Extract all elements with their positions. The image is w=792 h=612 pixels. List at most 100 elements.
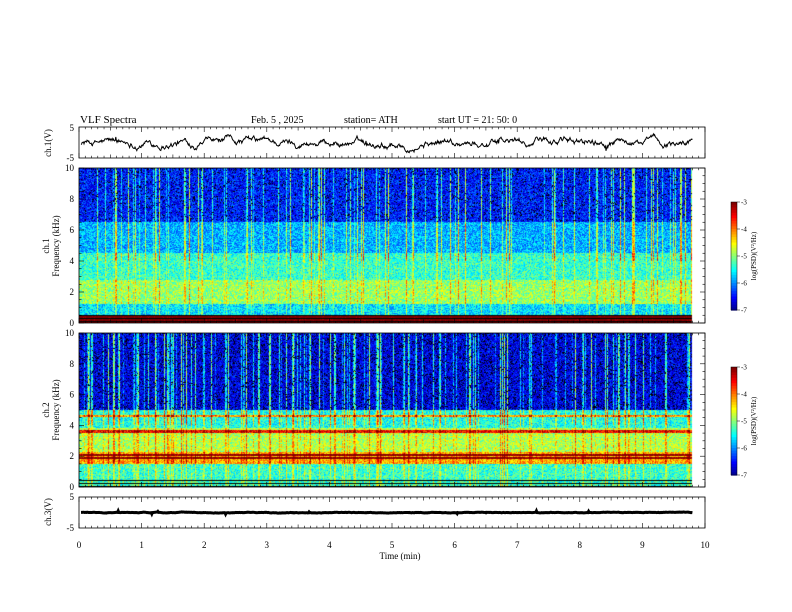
time-axis-ticklabels: 0 1 2 3 4 5 6 7 8 9 10	[77, 540, 710, 550]
colorbar-step	[731, 404, 737, 409]
ch3-waveform-ylabel: ch.3(V)	[43, 498, 53, 526]
colorbar-step	[731, 215, 737, 219]
colorbar-step	[731, 269, 737, 273]
colorbar-step	[731, 372, 737, 376]
freq-tick-label: 10	[65, 163, 75, 173]
colorbar-step	[731, 399, 737, 403]
freq-tick-label: 2	[70, 287, 75, 297]
colorbar-step	[731, 212, 737, 217]
freq-tick-label: 4	[70, 420, 75, 430]
colorbar-step	[731, 242, 737, 246]
colorbar-tick-label: -6	[741, 280, 747, 288]
colorbar-step	[731, 258, 737, 262]
figure-title: VLF Spectra	[80, 114, 137, 126]
ch1-waveform-ylabel: ch.1(V)	[43, 129, 53, 157]
colorbar-step	[731, 253, 737, 257]
ch3-ytick-bottom: -5	[67, 523, 75, 533]
colorbar-step	[731, 250, 737, 254]
freq-tick-label: 10	[65, 328, 75, 338]
ch1-spectrogram-ylabel-frequency: Frequency (kHz)	[51, 215, 61, 276]
colorbar-tick-label: -7	[741, 472, 747, 480]
colorbar-step	[731, 375, 737, 379]
colorbar-step	[731, 429, 737, 433]
colorbar-step	[731, 283, 737, 287]
colorbar-step	[731, 285, 737, 289]
colorbar-step	[731, 421, 737, 425]
colorbar-step	[731, 367, 737, 371]
freq-tick-label: 0	[70, 482, 75, 492]
colorbar-step	[731, 458, 737, 463]
colorbar-step	[731, 461, 737, 465]
colorbar-step	[731, 418, 737, 422]
ch1-ytick-bottom: -5	[67, 153, 75, 163]
colorbar-step	[731, 291, 737, 295]
colorbar-step	[731, 369, 737, 373]
colorbar-step	[731, 415, 737, 419]
station-label: station= ATH	[344, 115, 398, 126]
colorbar-step	[731, 204, 737, 208]
colorbar-tick-label: -4	[741, 226, 747, 234]
colorbar-tick-label: -7	[741, 307, 747, 315]
freq-tick-label: 4	[70, 256, 75, 266]
colorbar-tick-label: -5	[741, 253, 747, 261]
colorbar-step	[731, 450, 737, 454]
colorbar-step	[731, 218, 737, 222]
time-tick-label: 7	[515, 540, 520, 550]
colorbar-step	[731, 223, 737, 227]
ch3-ytick-top: 5	[70, 492, 75, 502]
ch1-spectrogram-ylabel-channel: ch.1	[41, 238, 51, 253]
colorbar-step	[731, 402, 737, 406]
ch1-spectrogram-image	[79, 168, 705, 323]
ch2-spectrogram-ylabel-channel: ch.2	[41, 402, 51, 417]
colorbar-step	[731, 266, 737, 271]
ch3-waveform-line	[80, 507, 693, 518]
colorbar-step	[731, 412, 737, 417]
colorbar-tick-label: -6	[741, 445, 747, 453]
colorbar-step	[731, 231, 737, 235]
ch1-waveform-panel: 5 -5 ch.1(V)	[43, 123, 706, 163]
colorbar-label: log(PSD)(V²/Hz)	[750, 396, 758, 445]
colorbar-step	[731, 377, 737, 382]
start-time-label: start UT = 21: 50: 0	[438, 115, 517, 126]
colorbar-step	[731, 431, 737, 436]
ch2-spectrogram-ylabel-frequency: Frequency (kHz)	[51, 379, 61, 440]
ch1-spectrogram-panel: 0 2 4 6 8 10 ch.1 Frequency (kHz) -3 -4 -5 -6 -7 l…	[41, 163, 758, 328]
colorbar-step	[731, 274, 737, 279]
colorbar-step	[731, 464, 737, 468]
ch1-ytick-top: 5	[70, 123, 75, 133]
colorbar-step	[731, 288, 737, 292]
time-tick-label: 5	[390, 540, 395, 550]
colorbar-step	[731, 407, 737, 411]
time-tick-label: 10	[701, 540, 711, 550]
freq-tick-label: 8	[70, 359, 75, 369]
time-tick-label: 4	[327, 540, 332, 550]
colorbar-step	[731, 239, 737, 244]
colorbar-step	[731, 234, 737, 238]
colorbar-step	[731, 226, 737, 230]
colorbar-step	[731, 280, 737, 284]
colorbar-label: log(PSD)(V²/Hz)	[750, 231, 758, 280]
colorbar-step	[731, 293, 737, 298]
time-tick-label: 3	[265, 540, 270, 550]
colorbar-step	[731, 229, 737, 233]
colorbar-step	[731, 207, 737, 211]
ch2-colorbar: -3 -4 -5 -6 -7 log(PSD)(V²/Hz)	[730, 364, 758, 480]
colorbar-step	[731, 445, 737, 449]
colorbar-step	[731, 472, 737, 476]
time-tick-label: 2	[202, 540, 207, 550]
colorbar-step	[731, 448, 737, 452]
colorbar-step	[731, 237, 737, 241]
colorbar-step	[731, 426, 737, 430]
colorbar-tick-label: -3	[741, 199, 747, 207]
freq-tick-label: 0	[70, 318, 75, 328]
freq-tick-label: 8	[70, 194, 75, 204]
colorbar-step	[731, 299, 737, 303]
colorbar-step	[731, 272, 737, 276]
ch1-colorbar: -3 -4 -5 -6 -7 log(PSD)(V²/Hz)	[730, 199, 758, 315]
colorbar-step	[731, 256, 737, 260]
colorbar-step	[731, 394, 737, 398]
freq-tick-label: 6	[70, 225, 75, 235]
colorbar-step	[731, 439, 737, 444]
colorbar-step	[731, 220, 737, 225]
colorbar-step	[731, 296, 737, 300]
